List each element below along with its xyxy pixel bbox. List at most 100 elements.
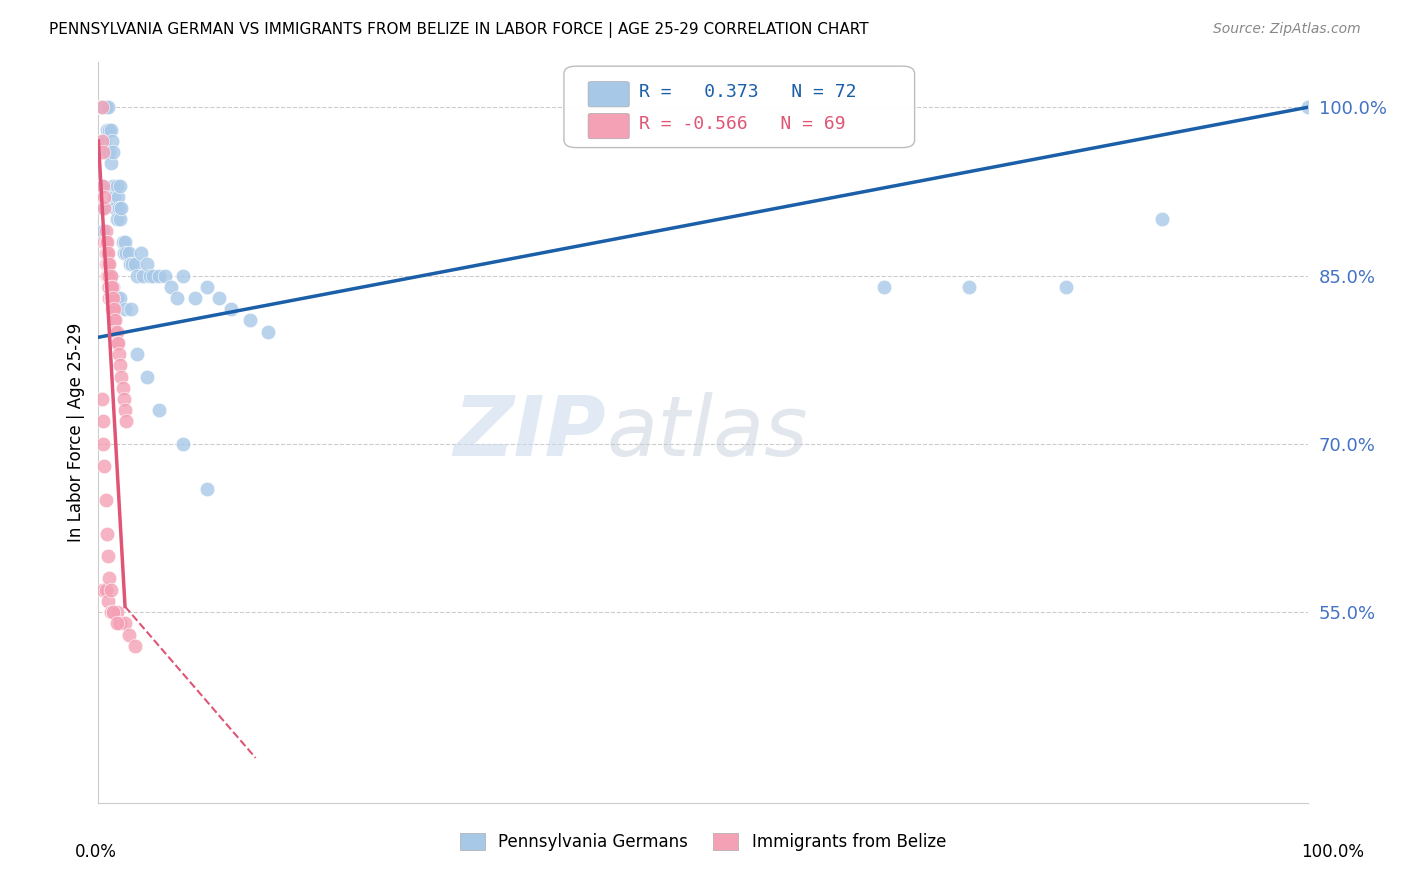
Point — [94, 246, 117, 260]
Point — [105, 291, 128, 305]
Point — [98, 145, 121, 160]
Point — [100, 302, 122, 317]
Point — [104, 201, 127, 215]
Point — [100, 268, 122, 283]
Point — [100, 582, 122, 597]
Point — [100, 291, 122, 305]
Point — [96, 257, 118, 271]
Point — [100, 280, 122, 294]
Point — [94, 582, 117, 597]
Point — [91, 414, 114, 428]
Point — [1152, 212, 1174, 227]
Point — [103, 313, 125, 327]
Point — [118, 257, 141, 271]
Point — [120, 302, 142, 317]
Point — [124, 257, 146, 271]
FancyBboxPatch shape — [564, 66, 915, 147]
Point — [93, 190, 115, 204]
Point — [89, 100, 111, 114]
Point — [114, 235, 136, 249]
Text: 100.0%: 100.0% — [1302, 843, 1364, 861]
Point — [108, 201, 131, 215]
Point — [135, 257, 157, 271]
Point — [104, 313, 127, 327]
Point — [94, 246, 117, 260]
Point — [94, 235, 117, 249]
Point — [105, 605, 128, 619]
Point — [100, 156, 122, 170]
Point — [132, 268, 155, 283]
Point — [94, 257, 117, 271]
Point — [105, 325, 128, 339]
Point — [111, 381, 134, 395]
Point — [91, 100, 114, 114]
Point — [114, 616, 136, 631]
Text: PENNSYLVANIA GERMAN VS IMMIGRANTS FROM BELIZE IN LABOR FORCE | AGE 25-29 CORRELA: PENNSYLVANIA GERMAN VS IMMIGRANTS FROM B… — [49, 22, 869, 38]
Point — [98, 280, 121, 294]
Point — [105, 616, 128, 631]
Point — [108, 291, 131, 305]
Point — [114, 403, 136, 417]
Point — [112, 392, 135, 406]
Point — [97, 280, 120, 294]
Point — [94, 492, 117, 507]
Point — [100, 122, 122, 136]
FancyBboxPatch shape — [588, 113, 630, 138]
Point — [97, 257, 120, 271]
Point — [98, 571, 121, 585]
Point — [98, 257, 121, 271]
Point — [195, 280, 218, 294]
Point — [101, 291, 124, 305]
Point — [93, 459, 115, 474]
Point — [91, 224, 114, 238]
Point — [91, 392, 114, 406]
Point — [96, 235, 118, 249]
Point — [91, 100, 114, 114]
Point — [103, 302, 125, 317]
Point — [115, 414, 138, 428]
Point — [97, 594, 120, 608]
Point — [90, 100, 112, 114]
Point — [108, 347, 131, 361]
Point — [93, 100, 115, 114]
Point — [107, 335, 129, 350]
Point — [91, 134, 114, 148]
Point — [105, 212, 128, 227]
Point — [97, 268, 120, 283]
Point — [91, 201, 114, 215]
Point — [239, 313, 262, 327]
Point — [195, 482, 218, 496]
Point — [93, 235, 115, 249]
Point — [96, 145, 118, 160]
Point — [101, 605, 124, 619]
Point — [98, 291, 121, 305]
Point — [100, 605, 122, 619]
Y-axis label: In Labor Force | Age 25-29: In Labor Force | Age 25-29 — [66, 323, 84, 542]
Point — [108, 178, 131, 193]
Point — [98, 122, 121, 136]
Text: atlas: atlas — [606, 392, 808, 473]
Point — [221, 302, 243, 317]
Point — [100, 280, 122, 294]
Point — [104, 325, 127, 339]
Point — [172, 268, 194, 283]
Point — [101, 302, 124, 317]
FancyBboxPatch shape — [588, 82, 630, 107]
Point — [100, 280, 122, 294]
Point — [112, 246, 135, 260]
Point — [97, 549, 120, 563]
Text: R = -0.566   N = 69: R = -0.566 N = 69 — [638, 115, 845, 133]
Point — [98, 268, 121, 283]
Point — [160, 280, 183, 294]
Point — [118, 246, 141, 260]
Text: Source: ZipAtlas.com: Source: ZipAtlas.com — [1213, 22, 1361, 37]
Point — [107, 190, 129, 204]
Point — [153, 268, 176, 283]
Point — [101, 280, 124, 294]
Point — [127, 347, 149, 361]
Point — [100, 291, 122, 305]
Point — [124, 639, 146, 653]
Point — [118, 627, 141, 641]
Point — [108, 359, 131, 373]
Point — [1054, 280, 1077, 294]
